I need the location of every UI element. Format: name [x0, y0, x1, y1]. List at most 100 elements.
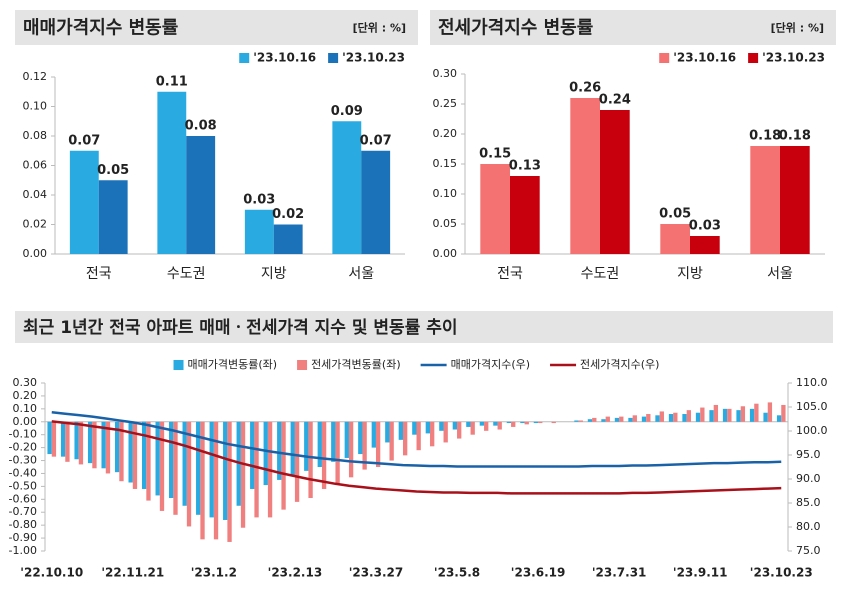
data-label: 0.09: [331, 104, 363, 119]
legend-label: '23.10.23: [762, 51, 825, 65]
y-tick-label: -0.40: [9, 466, 37, 479]
bar: [619, 416, 624, 422]
y-tick-label: 0.10: [23, 100, 48, 113]
bar: [736, 410, 741, 422]
y-tick-label: 0.15: [433, 157, 458, 170]
bar: [750, 146, 780, 254]
data-label: 0.13: [509, 159, 541, 174]
legend-label: 매매가격변동률(좌): [188, 358, 278, 371]
bar: [659, 411, 664, 422]
bar: [141, 421, 147, 489]
y2-tick-label: 75.0: [796, 544, 821, 557]
bar: [511, 421, 516, 427]
y-tick-label: 0.05: [433, 217, 458, 230]
bar: [186, 421, 192, 527]
header-bar: [15, 311, 833, 343]
bar: [713, 404, 719, 422]
y-tick-label: -0.70: [9, 505, 37, 518]
bar: [510, 176, 540, 254]
unit-label: [단위 : %]: [771, 21, 824, 35]
bar: [277, 421, 282, 480]
y-tick-label: -0.80: [9, 518, 37, 531]
bar: [722, 408, 728, 422]
x-tick-label: 지방: [261, 266, 287, 282]
bar: [74, 421, 79, 460]
bar: [416, 421, 421, 451]
data-label: 0.11: [156, 74, 188, 89]
bar: [92, 421, 97, 469]
y2-tick-label: 90.0: [796, 472, 821, 485]
header-bar: [15, 10, 418, 45]
y-tick-label: 0.00: [13, 415, 38, 428]
bar: [695, 412, 701, 422]
data-label: 0.07: [68, 133, 100, 148]
x-tick-label: '23.5.8: [434, 566, 480, 580]
y-tick-label: -0.50: [9, 479, 37, 492]
x-tick-label: 서울: [348, 266, 374, 282]
bar: [186, 136, 216, 254]
bar: [493, 421, 498, 426]
line: [51, 420, 782, 495]
bar: [304, 421, 309, 471]
bar: [344, 421, 349, 458]
y2-tick-label: 95.0: [796, 448, 821, 461]
bar: [646, 414, 651, 422]
bar: [780, 146, 810, 254]
bar: [273, 224, 303, 254]
bar: [690, 236, 720, 254]
bar: [331, 421, 336, 462]
y-tick-label: 0.10: [433, 187, 458, 200]
bar: [497, 421, 502, 430]
bar: [430, 421, 435, 447]
bar: [632, 415, 637, 422]
legend-swatch: [239, 53, 250, 63]
y-tick-label: -0.10: [9, 428, 37, 441]
bar: [570, 98, 600, 254]
bar: [781, 404, 786, 422]
bar: [425, 421, 431, 434]
bar: [69, 150, 99, 254]
bar: [574, 420, 579, 422]
y-tick-label: 0.30: [433, 67, 458, 80]
x-tick-label: '23.9.11: [673, 566, 728, 580]
x-tick-label: 서울: [767, 266, 793, 282]
bar: [114, 421, 120, 473]
data-label: 0.02: [272, 207, 304, 222]
data-label: 0.26: [569, 81, 601, 96]
bar: [412, 421, 417, 435]
data-label: 0.05: [97, 163, 129, 178]
bar: [628, 417, 633, 422]
x-tick-label: '23.7.31: [592, 566, 647, 580]
y2-tick-label: 85.0: [796, 496, 821, 509]
bar: [767, 402, 773, 422]
x-tick-label: 수도권: [167, 266, 206, 282]
bar: [213, 421, 219, 540]
bar: [592, 417, 597, 422]
unit-label: [단위 : %]: [353, 21, 406, 35]
bar: [641, 416, 647, 422]
y-tick-label: 0.30: [13, 376, 38, 389]
y-tick-label: 0.02: [23, 218, 48, 231]
data-label: 0.05: [659, 207, 691, 222]
x-tick-label: '23.6.19: [511, 566, 566, 580]
y2-tick-label: 110.0: [796, 376, 828, 389]
bar: [101, 421, 106, 469]
bar: [254, 421, 259, 518]
bar: [308, 421, 313, 499]
bar: [263, 421, 268, 486]
y2-tick-label: 105.0: [796, 400, 828, 413]
bar: [155, 421, 160, 496]
bar: [78, 421, 84, 465]
legend-label: 전세가격지수(우): [580, 358, 659, 371]
y2-tick-label: 80.0: [796, 520, 821, 533]
bar: [362, 421, 367, 470]
x-tick-label: '23.3.27: [349, 566, 404, 580]
bar: [51, 421, 57, 457]
bar: [385, 421, 390, 443]
bar: [479, 421, 485, 426]
bar: [398, 421, 403, 440]
y-tick-label: 0.00: [23, 247, 48, 260]
legend-label: 전세가격변동률(좌): [311, 358, 401, 371]
bar: [209, 421, 214, 518]
bar: [668, 414, 674, 422]
